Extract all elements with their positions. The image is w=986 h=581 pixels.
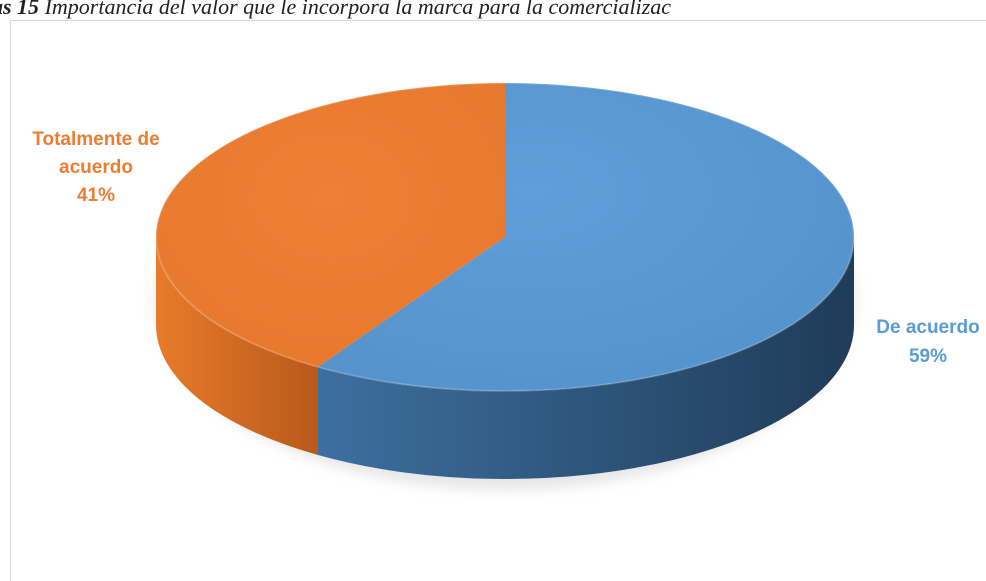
caption-number: as 15 [0, 0, 40, 19]
label-totalmente-pct: 41% [77, 185, 115, 206]
pie-rim-highlight [155, 82, 855, 392]
pie-chart: Totalmente de acuerdo 41% De acuerdo 59% [32, 82, 980, 490]
label-de-acuerdo-pct: 59% [909, 346, 947, 367]
caption-text: Importancia del valor que le incorpora l… [39, 0, 672, 19]
slice-side-totalmente-de-acuerdo [156, 237, 318, 456]
chart-area [10, 20, 986, 581]
slice-side-de-acuerdo [317, 237, 854, 479]
slice-totalmente-de-acuerdo [156, 83, 505, 368]
label-de-acuerdo-line1: De acuerdo [876, 317, 979, 338]
label-totalmente-line2: acuerdo [59, 157, 133, 178]
chart-title: as 15 Importancia del valor que le incor… [0, 0, 671, 20]
label-totalmente-line1: Totalmente de [32, 129, 159, 150]
slice-de-acuerdo [317, 83, 855, 392]
